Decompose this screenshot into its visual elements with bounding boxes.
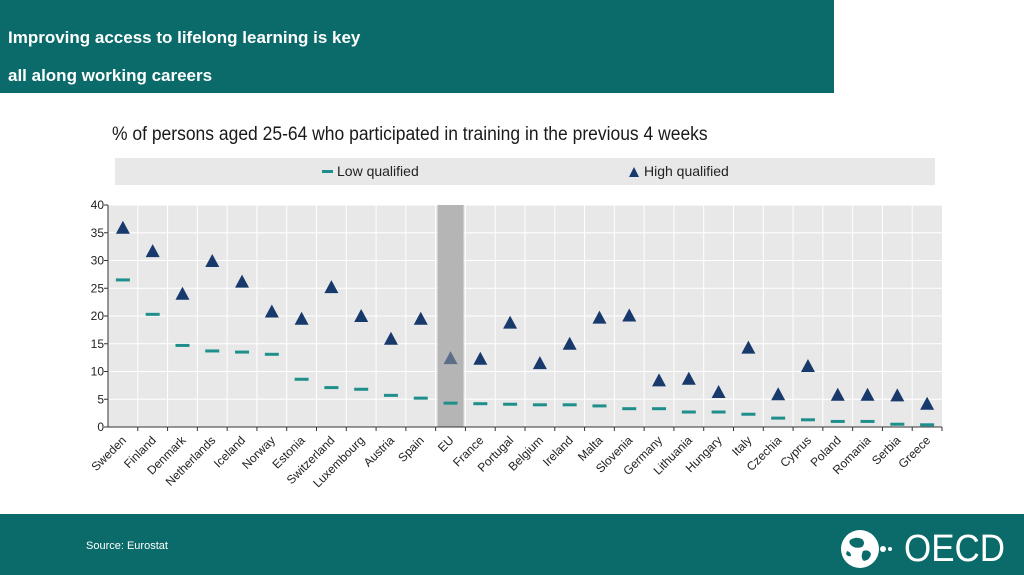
legend-item-high: High qualified xyxy=(629,163,729,179)
high-qualified-point xyxy=(652,373,667,387)
high-qualified-point xyxy=(503,315,518,329)
low-qualified-point xyxy=(383,393,398,397)
high-qualified-point xyxy=(771,387,786,401)
high-qualified-point xyxy=(145,244,160,258)
x-tick-label: Sweden xyxy=(88,433,129,474)
low-qualified-point xyxy=(324,386,339,390)
high-qualified-point xyxy=(264,304,279,318)
low-qualified-point xyxy=(771,416,786,420)
oecd-globe-icon xyxy=(841,530,892,568)
x-tick-label: Ireland xyxy=(540,433,576,469)
legend-low-marker xyxy=(322,170,333,173)
eu-highlight xyxy=(437,205,464,427)
chart: Low qualified High qualified 0 5 10 15 20 25 3… xyxy=(88,158,943,490)
low-qualified-point xyxy=(205,349,220,353)
low-qualified-point xyxy=(800,418,815,422)
low-qualified-point xyxy=(711,410,726,414)
low-qualified-point xyxy=(443,401,458,405)
chart-title: % of persons aged 25-64 who participated… xyxy=(112,124,708,145)
y-tick-label: 25 xyxy=(91,281,105,295)
high-qualified-point xyxy=(413,311,428,325)
low-qualified-point xyxy=(175,343,190,347)
low-qualified-point xyxy=(145,312,160,316)
source-note: Source: Eurostat xyxy=(86,540,168,552)
y-tick-label: 35 xyxy=(91,226,105,240)
high-qualified-point xyxy=(562,336,577,350)
high-qualified-point xyxy=(324,280,339,294)
y-tick-label: 30 xyxy=(91,254,105,268)
low-qualified-point xyxy=(532,403,547,407)
y-tick-label: 10 xyxy=(91,365,105,379)
header-band: Improving access to lifelong learning is… xyxy=(0,0,834,93)
low-qualified-point xyxy=(652,407,667,411)
low-qualified-point xyxy=(562,403,577,407)
y-tick-label: 15 xyxy=(91,337,105,351)
header-title-line2: all along working careers xyxy=(8,66,213,85)
x-tick-label: Cyprus xyxy=(777,433,814,470)
oecd-logo-text: OECD xyxy=(904,528,1006,570)
marks xyxy=(115,220,935,427)
high-qualified-point xyxy=(592,310,607,324)
x-tick-label: Greece xyxy=(895,433,933,471)
high-qualified-point xyxy=(115,220,130,234)
high-qualified-point xyxy=(443,351,458,365)
low-qualified-point xyxy=(592,404,607,408)
high-qualified-point xyxy=(860,387,875,401)
low-qualified-point xyxy=(354,387,369,391)
high-qualified-point xyxy=(890,388,905,402)
x-tick-label: Spain xyxy=(395,433,427,465)
legend-high-marker xyxy=(629,167,639,177)
low-qualified-point xyxy=(294,377,309,381)
x-tick-label: Italy xyxy=(729,433,754,458)
low-qualified-point xyxy=(622,407,637,411)
low-qualified-point xyxy=(860,419,875,423)
low-qualified-point xyxy=(830,419,845,423)
y-tick-label: 20 xyxy=(91,309,105,323)
high-qualified-point xyxy=(622,308,637,322)
high-qualified-point xyxy=(235,274,250,288)
low-qualified-point xyxy=(115,278,130,282)
low-qualified-point xyxy=(920,423,935,427)
low-qualified-point xyxy=(473,402,488,406)
y-tick-label: 0 xyxy=(97,420,104,434)
x-tick-label: Norway xyxy=(239,433,278,472)
low-qualified-point xyxy=(503,402,518,406)
y-axis: 0 5 10 15 20 25 30 35 40 xyxy=(91,198,109,434)
x-tick-label: Austria xyxy=(361,433,398,470)
eu-highlight-band xyxy=(437,205,464,427)
high-qualified-point xyxy=(830,387,845,401)
low-qualified-point xyxy=(741,412,756,416)
high-qualified-point xyxy=(473,351,488,365)
high-qualified-point xyxy=(741,340,756,354)
high-qualified-point xyxy=(800,358,815,372)
x-tick-label: EU xyxy=(435,433,457,455)
y-tick-label: 40 xyxy=(91,198,105,212)
high-qualified-point xyxy=(354,309,369,322)
high-qualified-point xyxy=(711,385,726,399)
low-qualified-point xyxy=(890,422,905,426)
high-qualified-point xyxy=(294,311,309,325)
high-qualified-point xyxy=(532,356,547,370)
high-qualified-point xyxy=(205,254,220,268)
legend-high-label: High qualified xyxy=(644,163,729,179)
x-axis: SwedenFinlandDenmarkNetherlandsIcelandNo… xyxy=(88,426,943,490)
legend-background xyxy=(115,158,935,185)
high-qualified-point xyxy=(383,331,398,345)
legend-item-low: Low qualified xyxy=(322,163,419,179)
y-tick-label: 5 xyxy=(97,392,104,406)
high-qualified-point xyxy=(175,286,190,300)
high-qualified-point xyxy=(920,396,935,410)
low-qualified-point xyxy=(264,352,279,356)
low-qualified-point xyxy=(681,410,696,414)
header-title-line1: Improving access to lifelong learning is… xyxy=(8,28,361,47)
high-qualified-point xyxy=(681,371,696,385)
low-qualified-point xyxy=(413,396,428,400)
low-qualified-point xyxy=(235,350,250,354)
legend-low-label: Low qualified xyxy=(337,163,419,179)
